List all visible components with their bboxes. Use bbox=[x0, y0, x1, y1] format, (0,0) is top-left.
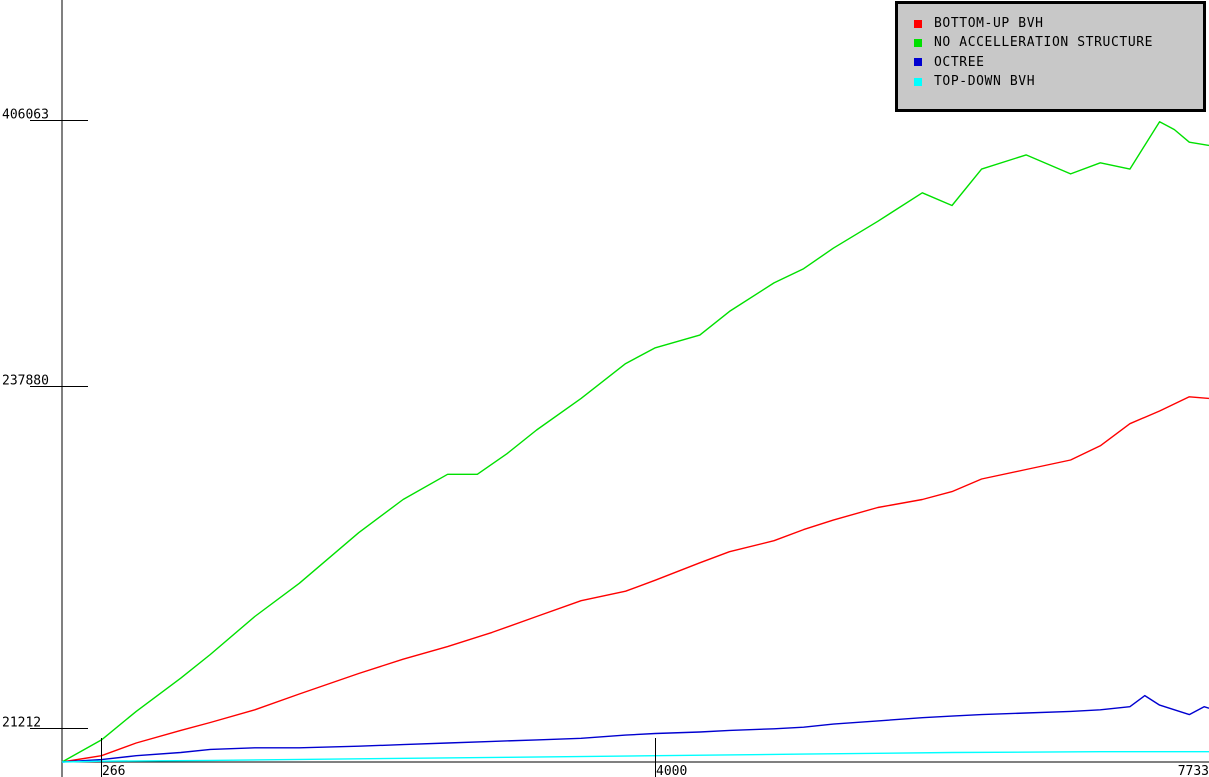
y-tick-label: 406063 bbox=[2, 108, 49, 123]
x-tick-label: 4000 bbox=[656, 764, 687, 777]
legend-label: TOP-DOWN BVH bbox=[934, 74, 1036, 90]
legend-entry: OCTREE bbox=[914, 53, 1203, 72]
x-tick-label: 266 bbox=[102, 764, 125, 777]
series-line bbox=[61, 396, 1209, 763]
series-line bbox=[61, 694, 1209, 763]
y-tick-label: 21212 bbox=[2, 716, 41, 731]
series-line bbox=[61, 120, 1209, 763]
legend-label: NO ACCELLERATION STRUCTURE bbox=[934, 35, 1154, 51]
legend-swatch bbox=[914, 77, 922, 86]
legend-swatch bbox=[914, 19, 922, 28]
y-tick-label: 237880 bbox=[2, 374, 49, 389]
legend-swatch bbox=[914, 58, 922, 67]
tick-layer: 21212 237880 406063 266 4000 7733 bbox=[2, 108, 1209, 777]
chart-axes bbox=[61, 0, 1209, 777]
legend-label: OCTREE bbox=[934, 54, 985, 70]
legend-entry: BOTTOM-UP BVH bbox=[914, 14, 1203, 33]
legend-entry: TOP-DOWN BVH bbox=[914, 72, 1203, 91]
legend-swatch bbox=[914, 38, 922, 47]
series-layer bbox=[61, 120, 1209, 763]
x-tick-label: 7733 bbox=[1178, 764, 1209, 777]
chart-legend: BOTTOM-UP BVH NO ACCELLERATION STRUCTURE… bbox=[895, 1, 1206, 112]
legend-label: BOTTOM-UP BVH bbox=[934, 16, 1044, 32]
series-line bbox=[61, 751, 1209, 763]
legend-entry: NO ACCELLERATION STRUCTURE bbox=[914, 33, 1203, 52]
